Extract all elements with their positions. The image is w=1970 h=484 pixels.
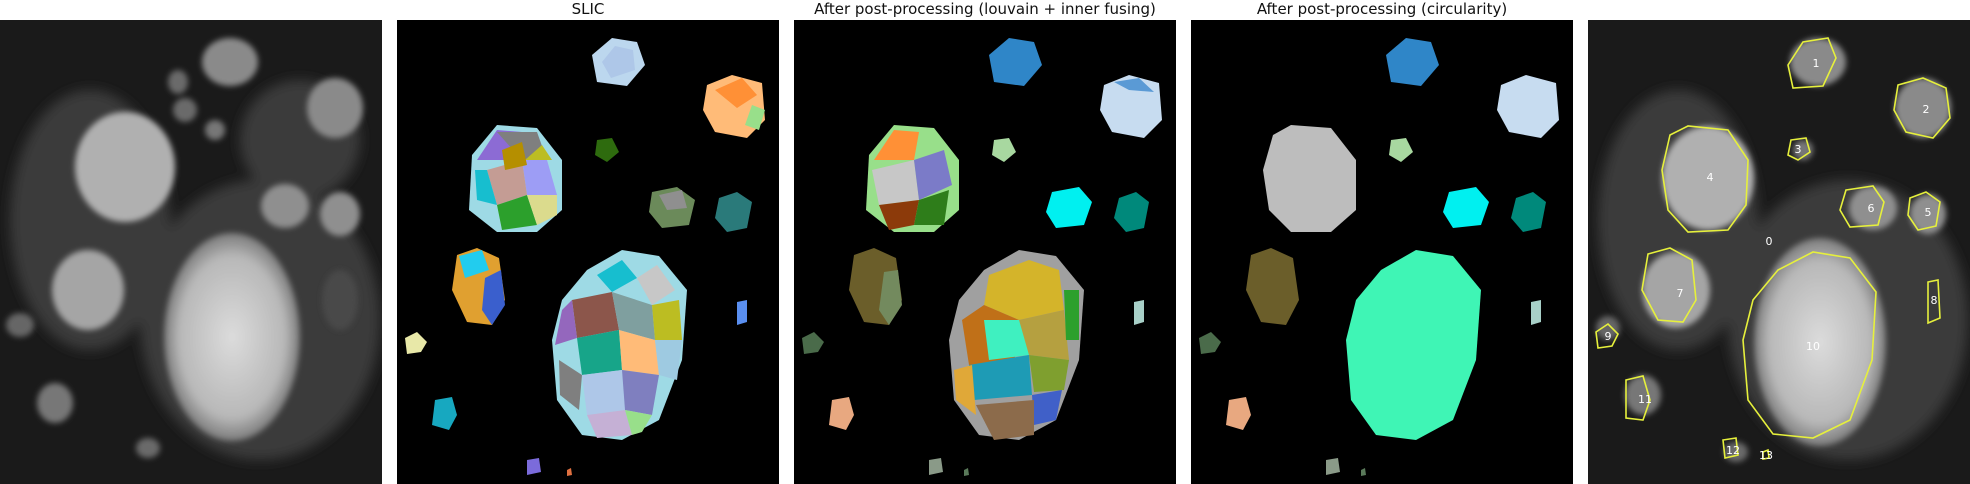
cell-label-5: 5 [1925,206,1932,219]
circularity-segmentation [1191,20,1573,484]
cell-label-2: 2 [1923,103,1930,116]
cell-label-0: 0 [1766,235,1773,248]
cell-label-4: 4 [1707,171,1714,184]
slic-panel [397,20,779,484]
panel-title-louvain: After post-processing (louvain + inner f… [814,0,1156,18]
labeled-contours-image: 0 1 2 3 4 5 6 7 8 9 10 11 12 13 [1588,20,1970,484]
cell-label-8: 8 [1931,294,1938,307]
cell-label-9: 9 [1605,330,1612,343]
cell-label-3: 3 [1795,143,1802,156]
cell-label-1: 1 [1813,57,1820,70]
cell-label-6: 6 [1868,202,1875,215]
cell-label-13: 13 [1759,449,1773,462]
circularity-panel [1191,20,1573,484]
cell-labels: 0 1 2 3 4 5 6 7 8 9 10 11 12 13 [1605,57,1938,462]
louvain-panel [794,20,1176,484]
cell-label-12: 12 [1726,444,1740,457]
panel-title-raw [0,0,382,20]
slic-segmentation [397,20,779,484]
louvain-segmentation [794,20,1176,484]
cell-label-7: 7 [1677,287,1684,300]
panel-title-slic: SLIC [571,0,605,18]
panel-title-circularity: After post-processing (circularity) [1256,0,1508,18]
cell-label-10: 10 [1806,340,1820,353]
labeled-contours-panel: 0 1 2 3 4 5 6 7 8 9 10 11 12 13 [1588,20,1970,484]
raw-microscopy-image [0,20,382,484]
panel-title-labels [1588,0,1970,20]
raw-image-panel [0,20,382,484]
cell-contours [1595,37,1951,460]
cell-label-11: 11 [1638,393,1652,406]
